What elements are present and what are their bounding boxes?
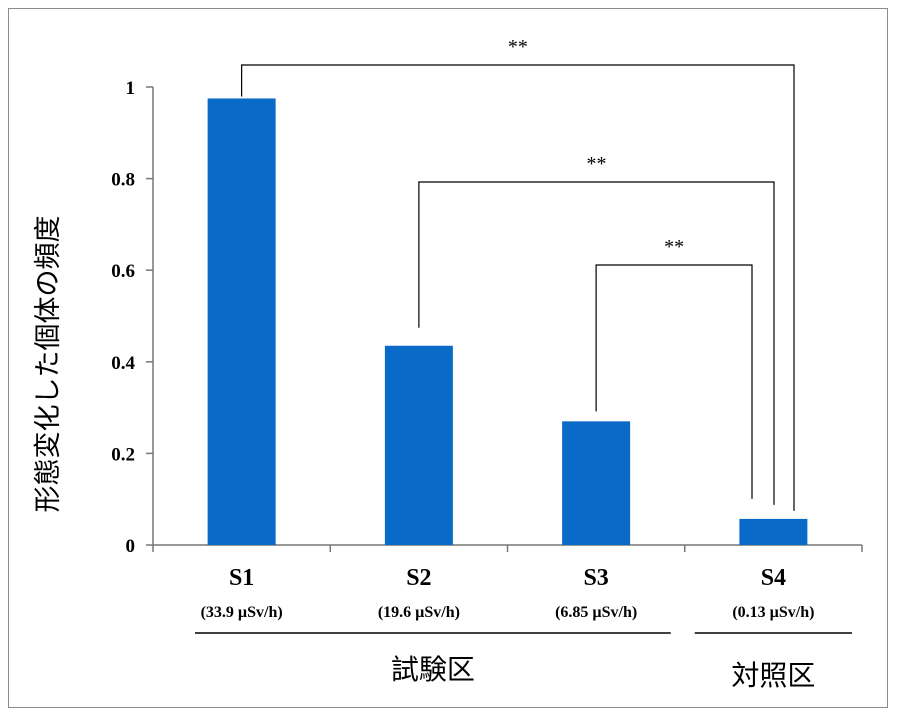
y-tick-label: 1 — [126, 78, 136, 99]
bar-s2 — [384, 345, 453, 545]
x-tick-label: S2 — [406, 565, 431, 591]
group-label: 対照区 — [731, 659, 815, 692]
x-tick-sublabel: (33.9 µSv/h) — [201, 604, 283, 621]
significance-label: ** — [508, 36, 528, 58]
bar-s4 — [739, 518, 808, 545]
x-tick-sublabel: (6.85 µSv/h) — [555, 604, 637, 621]
y-tick-label: 0.6 — [111, 261, 135, 282]
significance-label: ** — [664, 236, 684, 258]
x-tick-label: S1 — [229, 565, 254, 591]
y-tick-label: 0.8 — [111, 170, 135, 191]
significance-bracket — [595, 264, 753, 499]
significance-bracket — [241, 64, 795, 511]
x-tick-label: S3 — [583, 565, 608, 591]
group-label: 試験区 — [391, 653, 475, 686]
bar-s3 — [562, 421, 631, 545]
y-tick-label: 0 — [126, 536, 136, 557]
y-tick-label: 0.4 — [111, 353, 135, 374]
bar-chart: 形態変化した個体の頻度 0 0.2 0.4 0.6 0.8 1 ** ** ** S1 (33.… — [33, 36, 863, 692]
y-tick-label: 0.2 — [111, 444, 135, 465]
bar-s1 — [207, 98, 276, 545]
y-axis-title: 形態変化した個体の頻度 — [33, 216, 64, 513]
x-tick-label: S4 — [761, 565, 786, 591]
significance-label: ** — [586, 153, 606, 175]
chart-frame: 形態変化した個体の頻度 0 0.2 0.4 0.6 0.8 1 ** ** ** S1 (33.… — [8, 8, 888, 708]
x-tick-sublabel: (19.6 µSv/h) — [378, 604, 460, 621]
x-tick-sublabel: (0.13 µSv/h) — [732, 604, 814, 621]
significance-bracket — [418, 181, 775, 505]
